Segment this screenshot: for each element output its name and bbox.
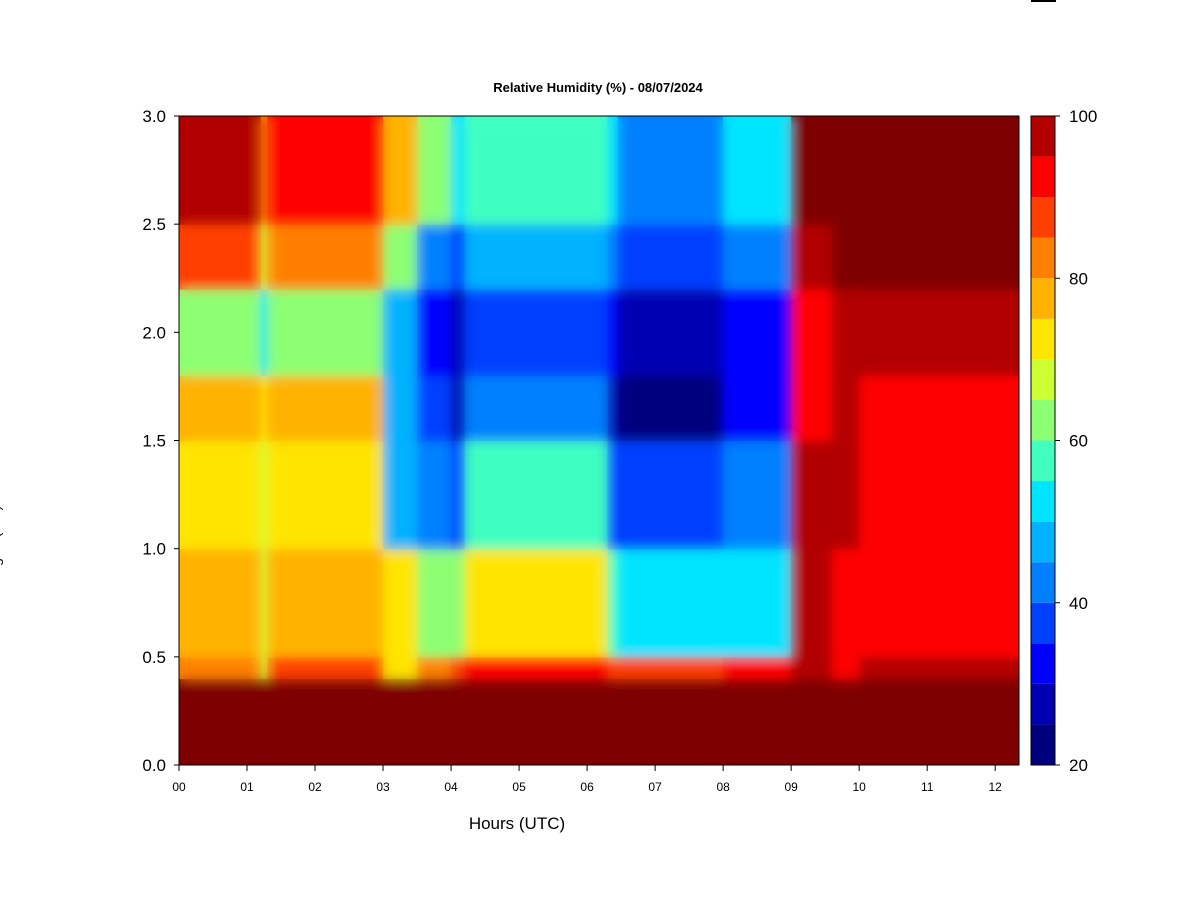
colorbar-swatch xyxy=(1031,683,1055,725)
x-axis-label: Hours (UTC) xyxy=(469,814,565,833)
colorbar-swatch xyxy=(1031,440,1055,482)
clipped-y-axis-label: ) ( g xyxy=(0,506,3,566)
x-tick-label: 10 xyxy=(852,780,866,794)
x-tick-label: 08 xyxy=(716,780,730,794)
colorbar-swatch xyxy=(1031,481,1055,522)
colorbar-tick-label: 80 xyxy=(1069,269,1088,288)
colorbar-swatch xyxy=(1031,643,1055,684)
x-tick-label: 09 xyxy=(784,780,798,794)
x-tick-label: 01 xyxy=(240,780,254,794)
x-axis: 00 01 02 03 04 05 06 07 08 09 10 11 12 xyxy=(172,765,1002,794)
edge-glyph: ( xyxy=(0,532,3,537)
x-tick-label: 04 xyxy=(444,780,458,794)
y-tick-label: 3.0 xyxy=(142,107,166,126)
colorbar-swatch xyxy=(1031,562,1055,603)
colorbar-swatch xyxy=(1031,399,1055,441)
x-tick-label: 03 xyxy=(376,780,390,794)
y-tick-label: 1.0 xyxy=(142,540,166,559)
edge-glyph: ) xyxy=(0,506,3,511)
colorbar-swatch xyxy=(1031,724,1055,765)
colorbar-swatch xyxy=(1031,521,1055,563)
humidity-contour-overlay xyxy=(179,116,1019,765)
y-axis: 0.0 0.5 1.0 1.5 2.0 2.5 3.0 xyxy=(142,107,179,775)
colorbar-swatch xyxy=(1031,156,1055,198)
colorbar-swatch xyxy=(1031,116,1055,157)
y-tick-label: 2.5 xyxy=(142,215,166,234)
colorbar-tick-label: 100 xyxy=(1069,107,1097,126)
colorbar-swatch xyxy=(1031,237,1055,279)
y-tick-label: 0.0 xyxy=(142,756,166,775)
edge-glyph: g xyxy=(0,558,3,566)
colorbar: 20 40 60 80 100 xyxy=(1030,107,1097,775)
x-tick-label: 06 xyxy=(580,780,594,794)
x-tick-label: 00 xyxy=(172,780,186,794)
chart-title: Relative Humidity (%) - 08/07/2024 xyxy=(493,80,703,95)
colorbar-swatch xyxy=(1031,359,1055,400)
x-tick-label: 02 xyxy=(308,780,322,794)
y-tick-label: 1.5 xyxy=(142,432,166,451)
colorbar-swatch xyxy=(1031,602,1055,644)
colorbar-tick-label: 40 xyxy=(1069,594,1088,613)
x-tick-label: 12 xyxy=(989,780,1003,794)
colorbar-swatch xyxy=(1031,197,1055,238)
x-tick-label: 11 xyxy=(921,780,934,794)
top-edge-mark xyxy=(1031,0,1056,2)
y-tick-label: 2.0 xyxy=(142,323,166,342)
colorbar-swatch xyxy=(1031,278,1055,319)
colorbar-tick-label: 20 xyxy=(1069,756,1088,775)
colorbar-swatch xyxy=(1031,318,1055,360)
colorbar-tick-label: 60 xyxy=(1069,432,1088,451)
x-tick-label: 07 xyxy=(648,780,662,794)
x-tick-label: 05 xyxy=(512,780,526,794)
y-tick-label: 0.5 xyxy=(142,648,166,667)
